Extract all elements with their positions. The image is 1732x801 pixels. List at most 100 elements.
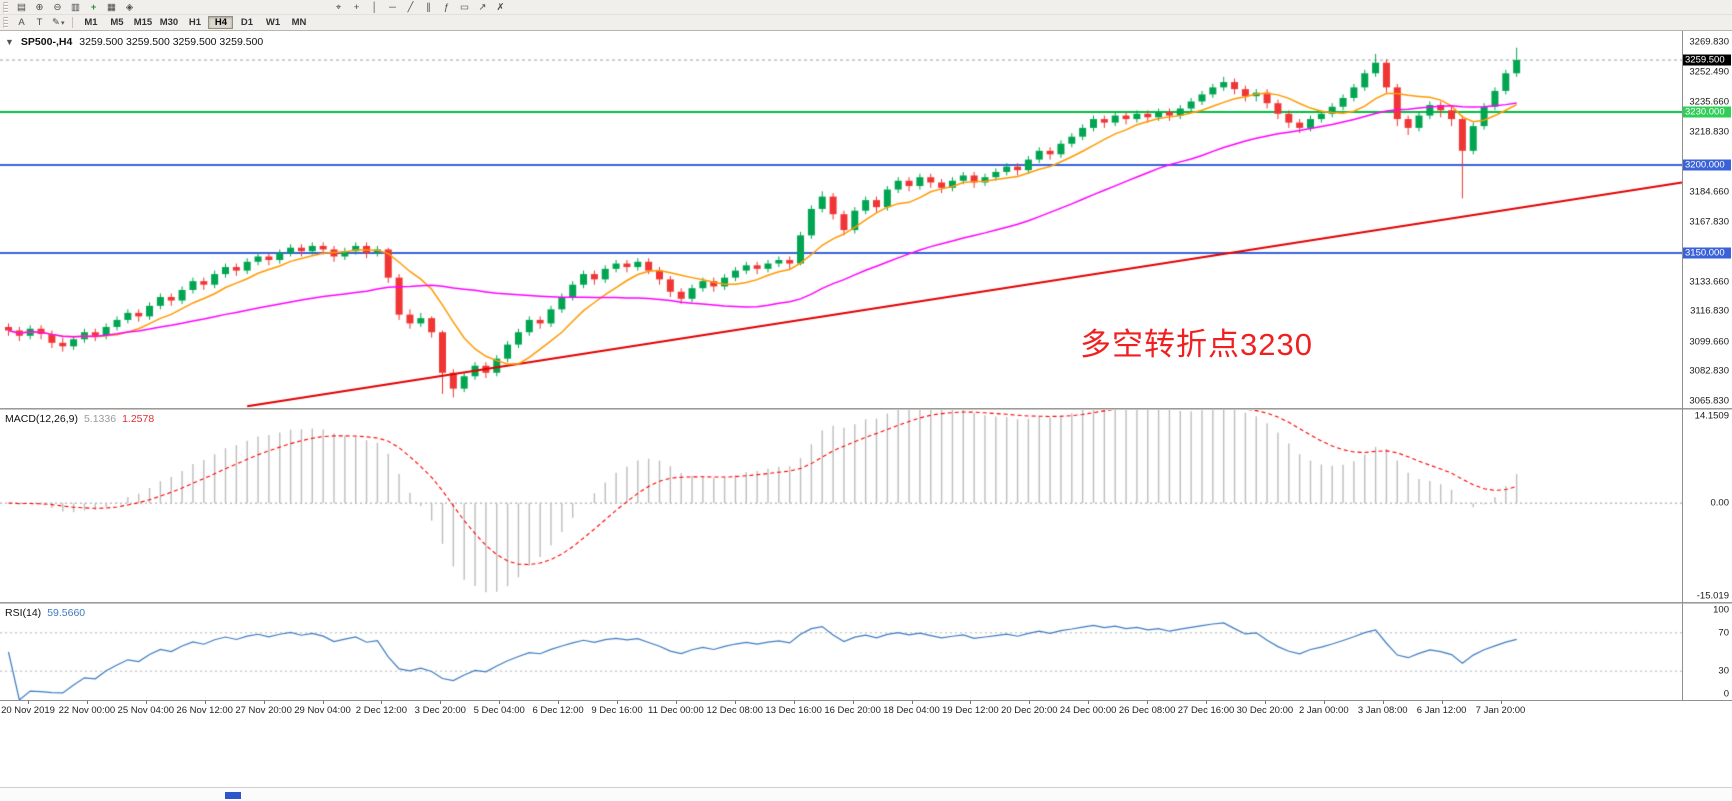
- rsi-axis-label: 70: [1718, 627, 1729, 639]
- toolbar-grip[interactable]: [3, 1, 8, 13]
- cursor-tool-button[interactable]: ⌖: [335, 1, 342, 13]
- price-axis[interactable]: 3269.830 3252.490 3235.660 3218.830 3184.660…: [1683, 31, 1732, 700]
- time-tick: [1088, 701, 1090, 704]
- panel-splitter[interactable]: [0, 602, 1732, 604]
- time-tick-label: 27 Dec 16:00: [1177, 705, 1235, 716]
- ohlc-values: 3259.500 3259.500 3259.500 3259.500: [79, 36, 264, 48]
- zoom-in-button[interactable]: ⊕: [35, 1, 44, 13]
- time-tick: [145, 701, 147, 704]
- toolbar-separator: [72, 17, 74, 28]
- time-tick-label: 18 Dec 04:00: [883, 705, 940, 716]
- time-tick: [1323, 701, 1325, 704]
- timeframe-m30-button[interactable]: M30: [159, 17, 179, 28]
- panel-splitter[interactable]: [0, 408, 1732, 410]
- time-tick-label: 13 Dec 16:00: [765, 705, 822, 716]
- rectangle-tool-button[interactable]: ▭: [460, 1, 469, 13]
- time-tick-label: 6 Jan 12:00: [1416, 705, 1467, 716]
- timeframe-h4-button[interactable]: H4: [208, 16, 234, 29]
- fibonacci-tool-button[interactable]: ƒ: [443, 1, 450, 13]
- toolbar-row-2: A T ✎▾ M1 M5 M15 M30 H1 H4 D1 W1 MN: [0, 15, 1732, 30]
- time-tick: [204, 701, 206, 704]
- time-tick: [1500, 701, 1502, 704]
- main-chart-canvas[interactable]: [0, 31, 1682, 408]
- timeframe-h1-button[interactable]: H1: [188, 17, 202, 28]
- rsi-canvas[interactable]: [0, 604, 1682, 700]
- time-tick-label: 3 Dec 20:00: [414, 705, 466, 716]
- price-tick-label: 3218.830: [1689, 126, 1729, 138]
- time-tick: [970, 701, 972, 704]
- time-axis[interactable]: 20 Nov 2019 22 Nov 00:00 25 Nov 04:00 26 No…: [0, 701, 1732, 719]
- time-tick: [28, 701, 29, 704]
- time-tick-label: 7 Jan 20:00: [1475, 705, 1526, 716]
- indicators-add-button[interactable]: +: [90, 1, 97, 13]
- price-chart-panel: ▼ SP500-,H4 3259.500 3259.500 3259.500 325…: [0, 31, 1682, 408]
- time-tick: [617, 701, 618, 704]
- current-price-label: 3259.500: [1683, 54, 1731, 66]
- time-tick: [1029, 701, 1031, 704]
- symbol-period-label: SP500-,H4: [20, 36, 73, 48]
- time-tick-label: 2 Dec 12:00: [355, 705, 408, 716]
- objects-list-button[interactable]: ◈: [125, 1, 134, 13]
- time-tick: [734, 701, 736, 704]
- arrow-tool-button[interactable]: ↗: [478, 1, 487, 13]
- zoom-out-button[interactable]: ⊖: [53, 1, 62, 13]
- vertical-line-tool-button[interactable]: │: [371, 1, 378, 13]
- rsi-title: RSI(14) 59.5660: [5, 607, 85, 619]
- rsi-axis-label: 0: [1723, 688, 1729, 700]
- macd-axis-label: 0.00: [1710, 497, 1730, 509]
- shapes-tool-button[interactable]: ✎▾: [52, 17, 65, 28]
- timeframe-m1-button[interactable]: M1: [84, 17, 98, 28]
- time-tick: [322, 701, 324, 704]
- dropdown-arrow-icon: ▾: [60, 20, 65, 27]
- toolbar: ▤ ⊕ ⊖ ▥ + ▦ ◈ ⌖ + │ ─ ╱ ∥ ƒ ▭ ↗ ✗ A T ✎▾ M1 M5 M15 M30 H1 H4 D1 W1…: [0, 0, 1732, 31]
- timeframe-m15-button[interactable]: M15: [133, 17, 153, 28]
- level-price-label: 3200.000: [1683, 159, 1731, 171]
- time-tick: [852, 701, 854, 704]
- scrollbar-thumb[interactable]: [225, 792, 241, 799]
- channel-tool-button[interactable]: ∥: [426, 1, 431, 13]
- time-tick-label: 29 Nov 04:00: [294, 705, 351, 716]
- tile-windows-button[interactable]: ▦: [107, 1, 116, 13]
- time-tick: [1441, 701, 1443, 704]
- macd-main-value: 5.1336: [83, 413, 117, 425]
- toolbar-grip[interactable]: [3, 17, 8, 28]
- macd-title: MACD(12,26,9) 5.1336 1.2578: [5, 413, 154, 425]
- price-tick-label: 3133.660: [1689, 276, 1729, 288]
- time-tick-label: 30 Dec 20:00: [1236, 705, 1294, 716]
- macd-axis-label: -15.019: [1696, 590, 1729, 602]
- one-click-trading-toggle[interactable]: ▼: [5, 37, 14, 47]
- timeframe-mn-button[interactable]: MN: [291, 17, 307, 28]
- label-tool-button[interactable]: T: [36, 17, 43, 28]
- time-tick-label: 27 Nov 20:00: [235, 705, 292, 716]
- price-tick-label: 3269.830: [1689, 36, 1729, 48]
- charts-menu-button[interactable]: ▤: [17, 1, 26, 13]
- rsi-axis-label: 100: [1713, 604, 1729, 616]
- delete-objects-button[interactable]: ✗: [496, 1, 505, 13]
- trendline-tool-button[interactable]: ╱: [407, 1, 414, 13]
- price-tick-label: 3099.660: [1689, 336, 1729, 348]
- macd-axis-label: 14.1509: [1694, 410, 1729, 422]
- macd-canvas[interactable]: [0, 410, 1682, 602]
- level-price-label: 3150.000: [1683, 247, 1731, 259]
- crosshair-tool-button[interactable]: +: [353, 1, 360, 13]
- price-tick-label: 3116.830: [1690, 305, 1729, 317]
- macd-indicator-panel: MACD(12,26,9) 5.1336 1.2578: [0, 410, 1682, 602]
- grid-toggle-button[interactable]: ▥: [71, 1, 80, 13]
- price-tick-label: 3065.830: [1689, 395, 1729, 407]
- rsi-value: 59.5660: [47, 607, 86, 619]
- time-tick-label: 26 Nov 12:00: [176, 705, 233, 716]
- time-tick-label: 16 Dec 20:00: [824, 705, 881, 716]
- timeframe-w1-button[interactable]: W1: [265, 17, 281, 28]
- time-axis-divider: [0, 700, 1732, 701]
- price-tick-label: 3184.660: [1689, 186, 1729, 198]
- rsi-name-label: RSI(14): [5, 607, 42, 619]
- time-tick: [381, 701, 383, 704]
- price-tick-label: 3235.660: [1689, 96, 1729, 108]
- time-tick-label: 24 Dec 00:00: [1059, 705, 1117, 716]
- timeframe-d1-button[interactable]: D1: [240, 17, 254, 28]
- time-tick: [440, 701, 442, 704]
- text-tool-button[interactable]: A: [18, 17, 25, 28]
- timeframe-m5-button[interactable]: M5: [110, 17, 124, 28]
- horizontal-line-tool-button[interactable]: ─: [389, 1, 396, 13]
